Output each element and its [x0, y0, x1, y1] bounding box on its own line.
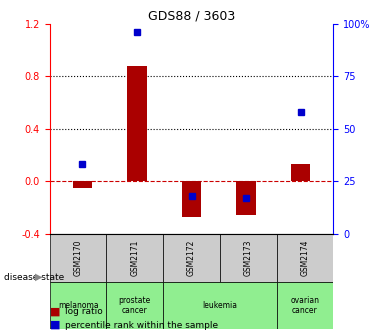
- Text: GSM2174: GSM2174: [300, 239, 309, 276]
- Text: ■: ■: [50, 320, 60, 330]
- FancyBboxPatch shape: [50, 282, 106, 329]
- Text: melanoma: melanoma: [58, 301, 98, 310]
- Text: ovarian
cancer: ovarian cancer: [290, 296, 319, 315]
- Text: disease state: disease state: [4, 273, 64, 282]
- FancyBboxPatch shape: [163, 282, 277, 329]
- Bar: [236, 181, 255, 215]
- Bar: [291, 164, 310, 181]
- Text: GSM2171: GSM2171: [130, 240, 139, 276]
- FancyBboxPatch shape: [163, 234, 220, 282]
- Text: GSM2173: GSM2173: [244, 239, 253, 276]
- Bar: [73, 181, 92, 188]
- Title: GDS88 / 3603: GDS88 / 3603: [148, 9, 235, 23]
- FancyBboxPatch shape: [106, 234, 163, 282]
- FancyBboxPatch shape: [277, 282, 333, 329]
- Text: prostate
cancer: prostate cancer: [119, 296, 151, 315]
- Text: ■: ■: [50, 306, 60, 316]
- Text: percentile rank within the sample: percentile rank within the sample: [65, 321, 218, 330]
- Text: ▶: ▶: [34, 272, 42, 282]
- Text: log ratio: log ratio: [65, 307, 103, 316]
- Text: GSM2170: GSM2170: [74, 239, 83, 276]
- FancyBboxPatch shape: [50, 234, 106, 282]
- FancyBboxPatch shape: [277, 234, 333, 282]
- Bar: [182, 181, 201, 217]
- Bar: [128, 66, 147, 181]
- Text: GSM2172: GSM2172: [187, 240, 196, 276]
- FancyBboxPatch shape: [106, 282, 163, 329]
- Text: leukemia: leukemia: [202, 301, 237, 310]
- FancyBboxPatch shape: [220, 234, 277, 282]
